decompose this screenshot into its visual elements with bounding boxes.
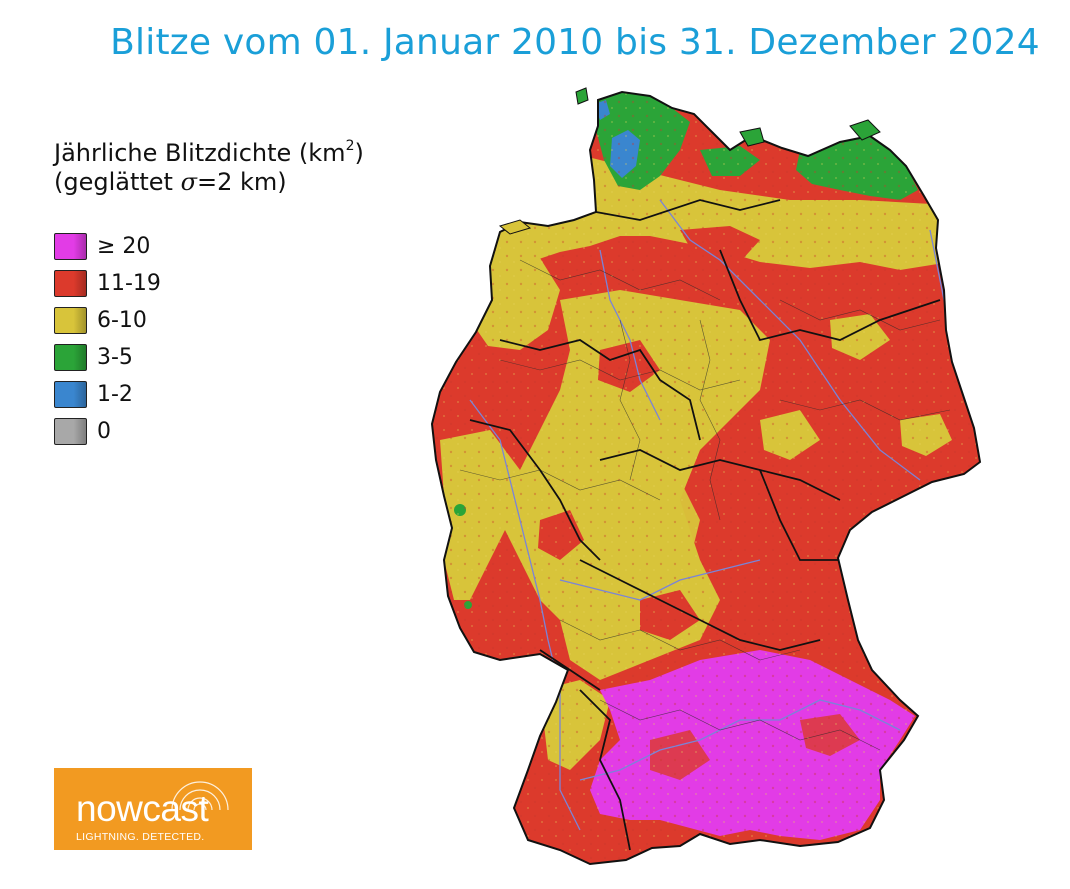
legend-label: 3-5 bbox=[97, 345, 133, 370]
river-elbe bbox=[659, 199, 921, 481]
legend-title: Jährliche Blitzdichte (km2) (geglättet σ… bbox=[54, 134, 364, 197]
legend-label: 0 bbox=[97, 419, 111, 444]
legend-item-1-2: 1-2 bbox=[54, 376, 161, 413]
legend-label: 11-19 bbox=[97, 271, 161, 296]
map-title: Blitze vom 01. Januar 2010 bis 31. Dezem… bbox=[110, 22, 1040, 63]
river-main bbox=[559, 559, 761, 601]
rivers bbox=[469, 199, 956, 831]
legend-title-line2: (geglättet σ=2 km) bbox=[54, 168, 287, 196]
legend-swatch bbox=[54, 418, 87, 445]
legend-item-6-10: 6-10 bbox=[54, 302, 161, 339]
nowcast-logo: nowcast LIGHTNING. DETECTED. bbox=[54, 768, 252, 850]
islands bbox=[498, 87, 881, 235]
river-rhine bbox=[469, 399, 581, 831]
legend-label: 1-2 bbox=[97, 382, 133, 407]
river-weser bbox=[599, 249, 661, 421]
legend-item-11-19: 11-19 bbox=[54, 265, 161, 302]
state-border bbox=[595, 199, 781, 221]
state-border bbox=[719, 249, 941, 342]
legend-swatch bbox=[54, 233, 87, 260]
river-danube bbox=[579, 699, 901, 781]
state-border bbox=[539, 649, 601, 691]
legend-label: ≥ 20 bbox=[97, 234, 151, 259]
island bbox=[739, 127, 765, 147]
state-border bbox=[499, 339, 701, 441]
legend-title-line1: Jährliche Blitzdichte (km2) bbox=[54, 138, 364, 167]
legend-swatch bbox=[54, 344, 87, 371]
legend-swatch bbox=[54, 307, 87, 334]
island bbox=[575, 87, 589, 105]
logo-wordmark: nowcast bbox=[76, 788, 209, 829]
legend-label: 6-10 bbox=[97, 308, 147, 333]
legend: ≥ 20 11-19 6-10 3-5 1-2 0 bbox=[54, 228, 161, 450]
legend-item-3-5: 3-5 bbox=[54, 339, 161, 376]
state-borders bbox=[469, 199, 941, 851]
island bbox=[849, 119, 881, 141]
state-border bbox=[579, 559, 821, 651]
state-border bbox=[759, 469, 840, 561]
signal-arcs-icon bbox=[171, 781, 229, 811]
state-border bbox=[579, 689, 631, 851]
legend-item-0: 0 bbox=[54, 413, 161, 450]
logo-tagline: LIGHTNING. DETECTED. bbox=[76, 831, 205, 843]
island bbox=[498, 219, 532, 235]
legend-swatch bbox=[54, 381, 87, 408]
legend-item-20plus: ≥ 20 bbox=[54, 228, 161, 265]
legend-swatch bbox=[54, 270, 87, 297]
state-border bbox=[599, 449, 841, 501]
state-border bbox=[469, 419, 601, 561]
